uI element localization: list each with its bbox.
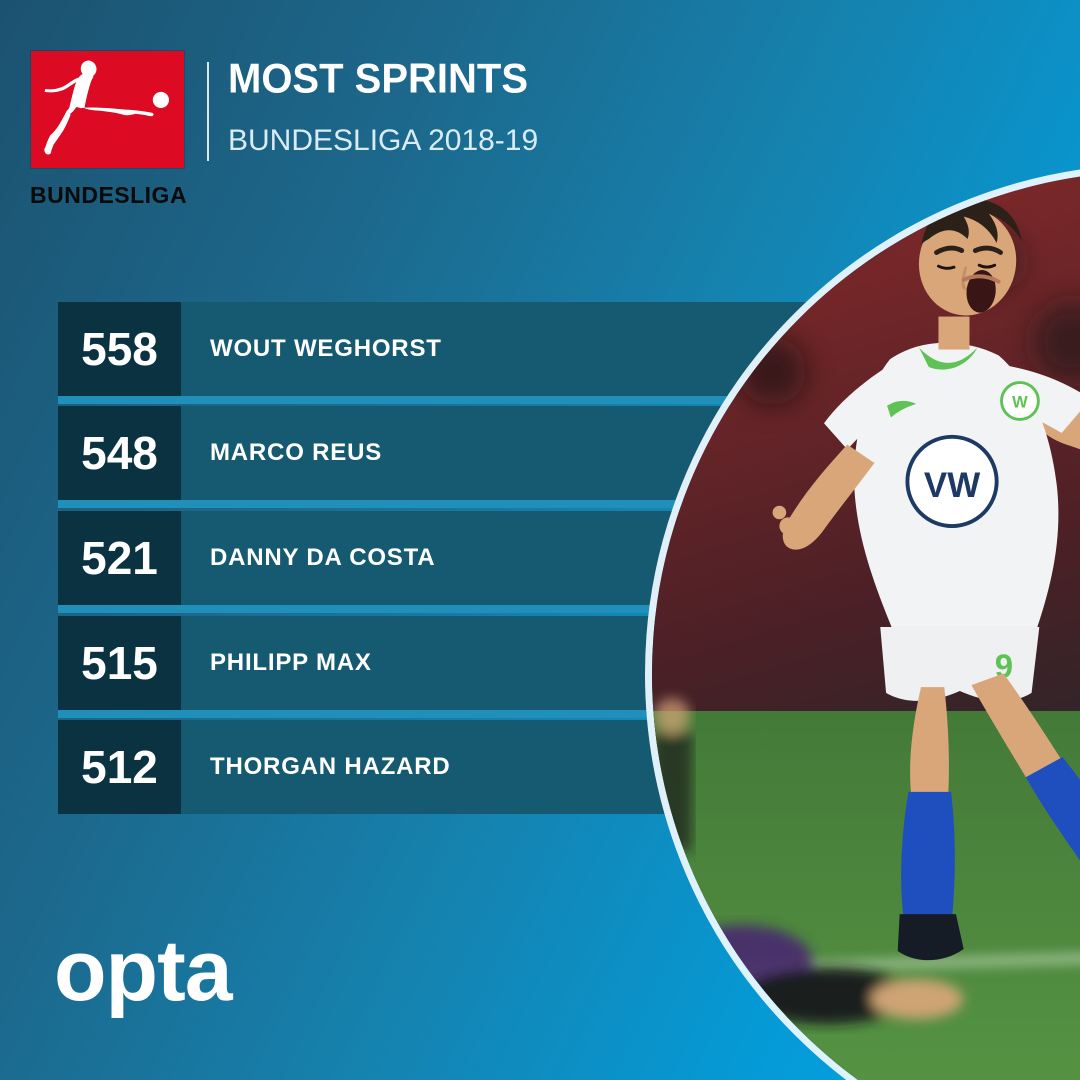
svg-text:W: W bbox=[1012, 394, 1028, 412]
svg-text:VW: VW bbox=[924, 466, 980, 505]
